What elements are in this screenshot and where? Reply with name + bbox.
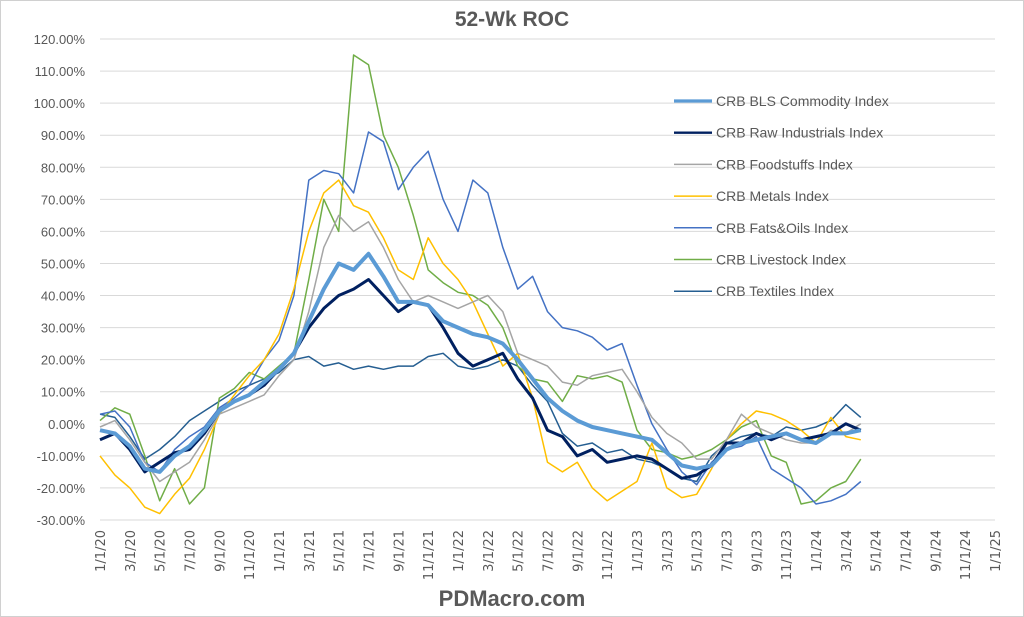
legend-item: CRB Livestock Index	[674, 252, 846, 268]
x-tick-label: 3/1/21	[303, 530, 318, 572]
y-tick-label: 20.00%	[41, 353, 86, 368]
x-tick-label: 7/1/20	[184, 530, 199, 572]
series-line-crb-textiles-index	[99, 352, 862, 483]
legend-label: CRB Fats&Oils Index	[716, 220, 848, 236]
y-tick-label: 70.00%	[41, 192, 86, 207]
x-tick-label: 7/1/22	[542, 530, 557, 572]
series-line-crb-raw-industrials-index	[99, 278, 862, 480]
x-tick-label: 5/1/20	[154, 530, 169, 572]
y-tick-label: 100.00%	[34, 96, 86, 111]
x-tick-label: 9/1/22	[571, 530, 586, 572]
chart-title: 52-Wk ROC	[455, 8, 569, 31]
x-tick-label: 11/1/23	[780, 530, 795, 580]
legend-label: CRB Raw Industrials Index	[716, 125, 883, 141]
x-tick-label: 1/1/23	[631, 530, 646, 572]
x-tick-label: 9/1/21	[392, 530, 407, 572]
series-line-crb-livestock-index	[99, 54, 862, 505]
legend-item: CRB Raw Industrials Index	[674, 125, 883, 141]
legend-label: CRB Foodstuffs Index	[716, 156, 853, 172]
y-tick-label: -30.00%	[37, 513, 86, 528]
y-tick-label: 10.00%	[41, 385, 86, 400]
x-tick-label: 5/1/23	[691, 530, 706, 572]
x-tick-label: 1/1/24	[810, 530, 825, 572]
x-tick-label: 3/1/23	[661, 530, 676, 572]
legend-item: CRB BLS Commodity Index	[674, 93, 889, 109]
x-tick-label: 11/1/22	[601, 530, 616, 580]
series-line-crb-bls-commodity-index	[99, 251, 862, 474]
y-tick-label: 0.00%	[48, 417, 85, 432]
x-tick-label: 9/1/24	[929, 530, 944, 572]
footer-watermark: PDMacro.com	[439, 586, 586, 611]
y-tick-label: 110.00%	[35, 64, 86, 79]
x-tick-label: 5/1/24	[870, 530, 885, 572]
x-tick-label: 7/1/24	[900, 530, 915, 572]
y-tick-label: 120.00%	[34, 32, 86, 47]
legend-item: CRB Textiles Index	[674, 283, 834, 299]
x-tick-label: 9/1/23	[750, 530, 765, 572]
x-tick-label: 11/1/24	[959, 530, 974, 580]
x-tick-label: 5/1/21	[333, 530, 348, 572]
y-axis-ticks: -30.00% -20.00% -10.00% 0.00% 10.00% 20.00% 30…	[34, 32, 86, 528]
series-lines	[99, 54, 862, 515]
x-tick-label: 5/1/22	[512, 530, 527, 572]
legend-item: CRB Metals Index	[674, 188, 829, 204]
legend-item: CRB Fats&Oils Index	[674, 220, 848, 236]
x-tick-label: 7/1/21	[363, 530, 378, 572]
legend-label: CRB BLS Commodity Index	[716, 93, 889, 109]
series-line-crb-foodstuffs-index	[99, 214, 862, 483]
x-tick-label: 11/1/21	[422, 530, 437, 580]
y-tick-label: 50.00%	[41, 256, 86, 271]
x-tick-label: 3/1/22	[482, 530, 497, 572]
legend-label: CRB Metals Index	[716, 188, 829, 204]
x-tick-label: 1/1/21	[273, 530, 288, 572]
legend-label: CRB Textiles Index	[716, 283, 834, 299]
x-tick-label: 9/1/20	[213, 530, 228, 572]
x-axis-ticks: 1/1/20 3/1/20 5/1/20 7/1/20 9/1/20 11/1/20 1/1…	[94, 530, 1004, 580]
y-tick-label: 80.00%	[41, 160, 86, 175]
x-tick-label: 1/1/20	[94, 530, 109, 572]
x-tick-label: 7/1/23	[721, 530, 736, 572]
legend-item: CRB Foodstuffs Index	[674, 156, 853, 172]
legend: CRB BLS Commodity Index CRB Raw Industria…	[674, 93, 889, 299]
y-tick-label: -10.00%	[37, 449, 86, 464]
x-tick-label: 3/1/20	[124, 530, 139, 572]
y-tick-label: 60.00%	[41, 224, 86, 239]
x-tick-label: 1/1/25	[989, 530, 1004, 572]
x-tick-label: 11/1/20	[243, 530, 258, 580]
x-tick-label: 1/1/22	[452, 530, 467, 572]
legend-label: CRB Livestock Index	[716, 252, 846, 268]
y-tick-label: 90.00%	[41, 128, 86, 143]
gridlines	[100, 38, 995, 521]
y-tick-label: 40.00%	[41, 289, 86, 304]
x-tick-label: 3/1/24	[840, 530, 855, 572]
y-tick-label: 30.00%	[41, 321, 86, 336]
y-tick-label: -20.00%	[37, 481, 86, 496]
